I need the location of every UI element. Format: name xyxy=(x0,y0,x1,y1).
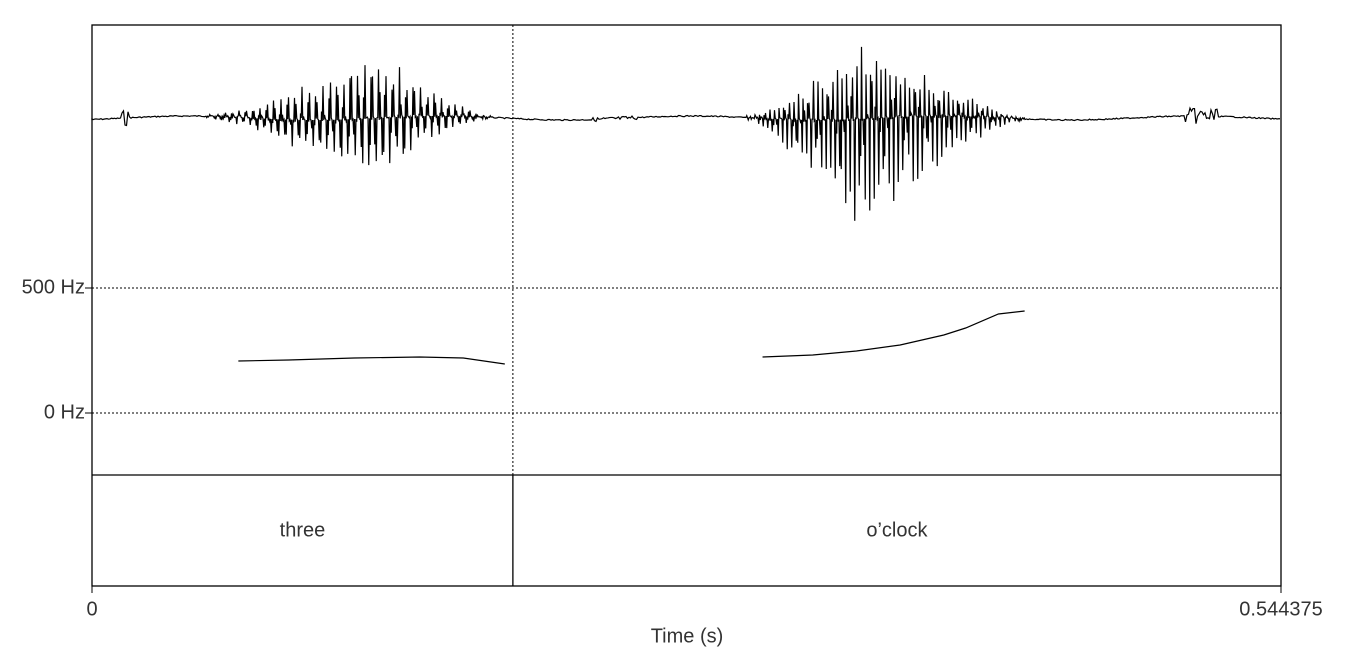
x-tick-label: 0 xyxy=(86,598,97,620)
x-tick-label: 0.544375 xyxy=(1239,598,1322,620)
y-tick-label: 0 Hz xyxy=(44,401,85,423)
x-axis-label: Time (s) xyxy=(651,625,724,647)
frame xyxy=(91,24,1282,587)
pitch-line xyxy=(238,310,1025,365)
y-tick-label: 500 Hz xyxy=(22,276,85,298)
interval-label: three xyxy=(280,519,326,541)
waveform xyxy=(91,46,1281,221)
interval-label: o’clock xyxy=(866,519,928,541)
